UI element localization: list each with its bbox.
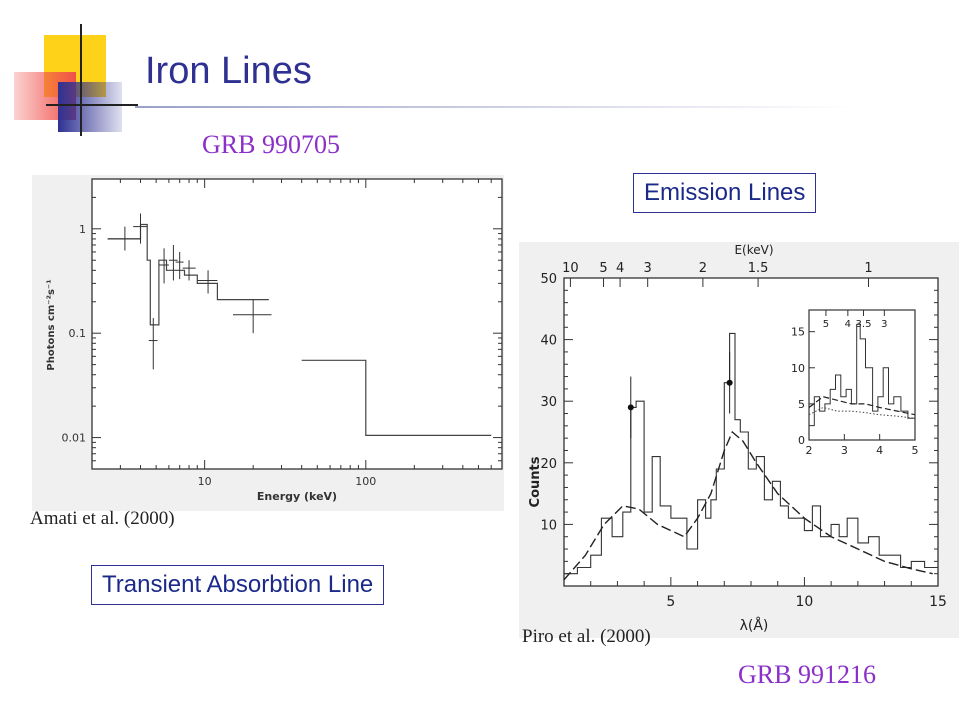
top-axis-tick-label: 3 xyxy=(644,261,652,276)
left-plot-frame xyxy=(91,178,503,470)
title-underline xyxy=(135,106,855,108)
left-y-tick-label: 0.1 xyxy=(69,327,87,340)
top-axis-label: E(keV) xyxy=(734,243,773,257)
counts-histogram xyxy=(564,332,938,575)
inset-x-tick-label: 5 xyxy=(912,444,919,457)
right-x-tick-label: 15 xyxy=(929,594,947,610)
top-axis-tick-label: 2 xyxy=(699,261,707,276)
top-axis-tick-label: 1 xyxy=(864,261,872,276)
inset-top-tick-label: 3.5 xyxy=(856,319,872,330)
left-model-step-high-energy xyxy=(301,359,492,436)
left-y-tick-label: 0.01 xyxy=(62,432,87,445)
top-axis-tick-label: 4 xyxy=(616,261,624,276)
inset-y-tick-label: 5 xyxy=(798,398,805,411)
left-spectrum-chart: 10 100 1 0.1 0.01 Photons cm⁻²s⁻¹ Energy (ke… xyxy=(32,175,504,511)
top-axis-tick-label: 1.5 xyxy=(748,261,769,276)
left-x-tick-label: 100 xyxy=(355,475,376,488)
inset-top-tick-label: 3 xyxy=(881,319,887,330)
inset-top-tick-label: 4 xyxy=(845,319,851,330)
inset-model-dotted xyxy=(808,406,916,419)
right-y-tick-label: 30 xyxy=(540,395,557,410)
emission-line-point xyxy=(726,379,733,386)
inset-counts-histogram xyxy=(809,323,915,427)
logo-decoration xyxy=(0,0,140,140)
right-y-tick-label: 10 xyxy=(540,518,557,533)
inset-x-tick-label: 2 xyxy=(806,444,813,457)
right-y-tick-label: 40 xyxy=(540,334,557,349)
emission-line-point xyxy=(627,404,634,411)
inset-top-tick-label: 5 xyxy=(823,319,829,330)
left-x-axis-label: Energy (keV) xyxy=(257,490,337,503)
continuum-model-curve xyxy=(563,430,933,581)
citation-right: Piro et al. (2000) xyxy=(522,626,651,647)
inset-model-dashed xyxy=(808,396,916,416)
logo-blue-square xyxy=(58,82,122,132)
logo-horizontal-line xyxy=(46,104,138,106)
left-model-step xyxy=(107,223,269,326)
inset-y-tick-label: 15 xyxy=(791,326,805,339)
emission-lines-label: Emission Lines xyxy=(633,173,817,213)
inset-x-tick-label: 3 xyxy=(841,444,848,457)
top-axis-tick-label: 5 xyxy=(599,261,607,276)
left-y-axis-label: Photons cm⁻²s⁻¹ xyxy=(46,279,57,370)
right-y-axis-label: Counts xyxy=(528,456,543,507)
right-x-tick-label: 10 xyxy=(796,594,814,610)
right-y-tick-label: 20 xyxy=(540,457,557,472)
grb-bottom-label: GRB 991216 xyxy=(738,660,876,689)
logo-vertical-line xyxy=(80,24,82,136)
slide-title: Iron Lines xyxy=(145,50,312,92)
left-y-tick-label: 1 xyxy=(79,223,86,236)
left-x-tick-label: 10 xyxy=(198,475,212,488)
grb-top-label: GRB 990705 xyxy=(202,130,340,159)
right-x-tick-label: 5 xyxy=(666,594,675,610)
inset-frame xyxy=(808,309,916,441)
absorption-line-label: Transient Absorbtion Line xyxy=(91,565,385,605)
citation-left: Amati et al. (2000) xyxy=(30,508,175,529)
inset-y-tick-label: 10 xyxy=(791,362,805,375)
right-y-tick-label: 50 xyxy=(540,272,557,287)
inset-y-tick-label: 0 xyxy=(798,434,805,447)
inset-x-tick-label: 4 xyxy=(876,444,883,457)
top-axis-tick-label: 10 xyxy=(562,261,579,276)
right-x-axis-label: λ(Å) xyxy=(740,617,769,634)
